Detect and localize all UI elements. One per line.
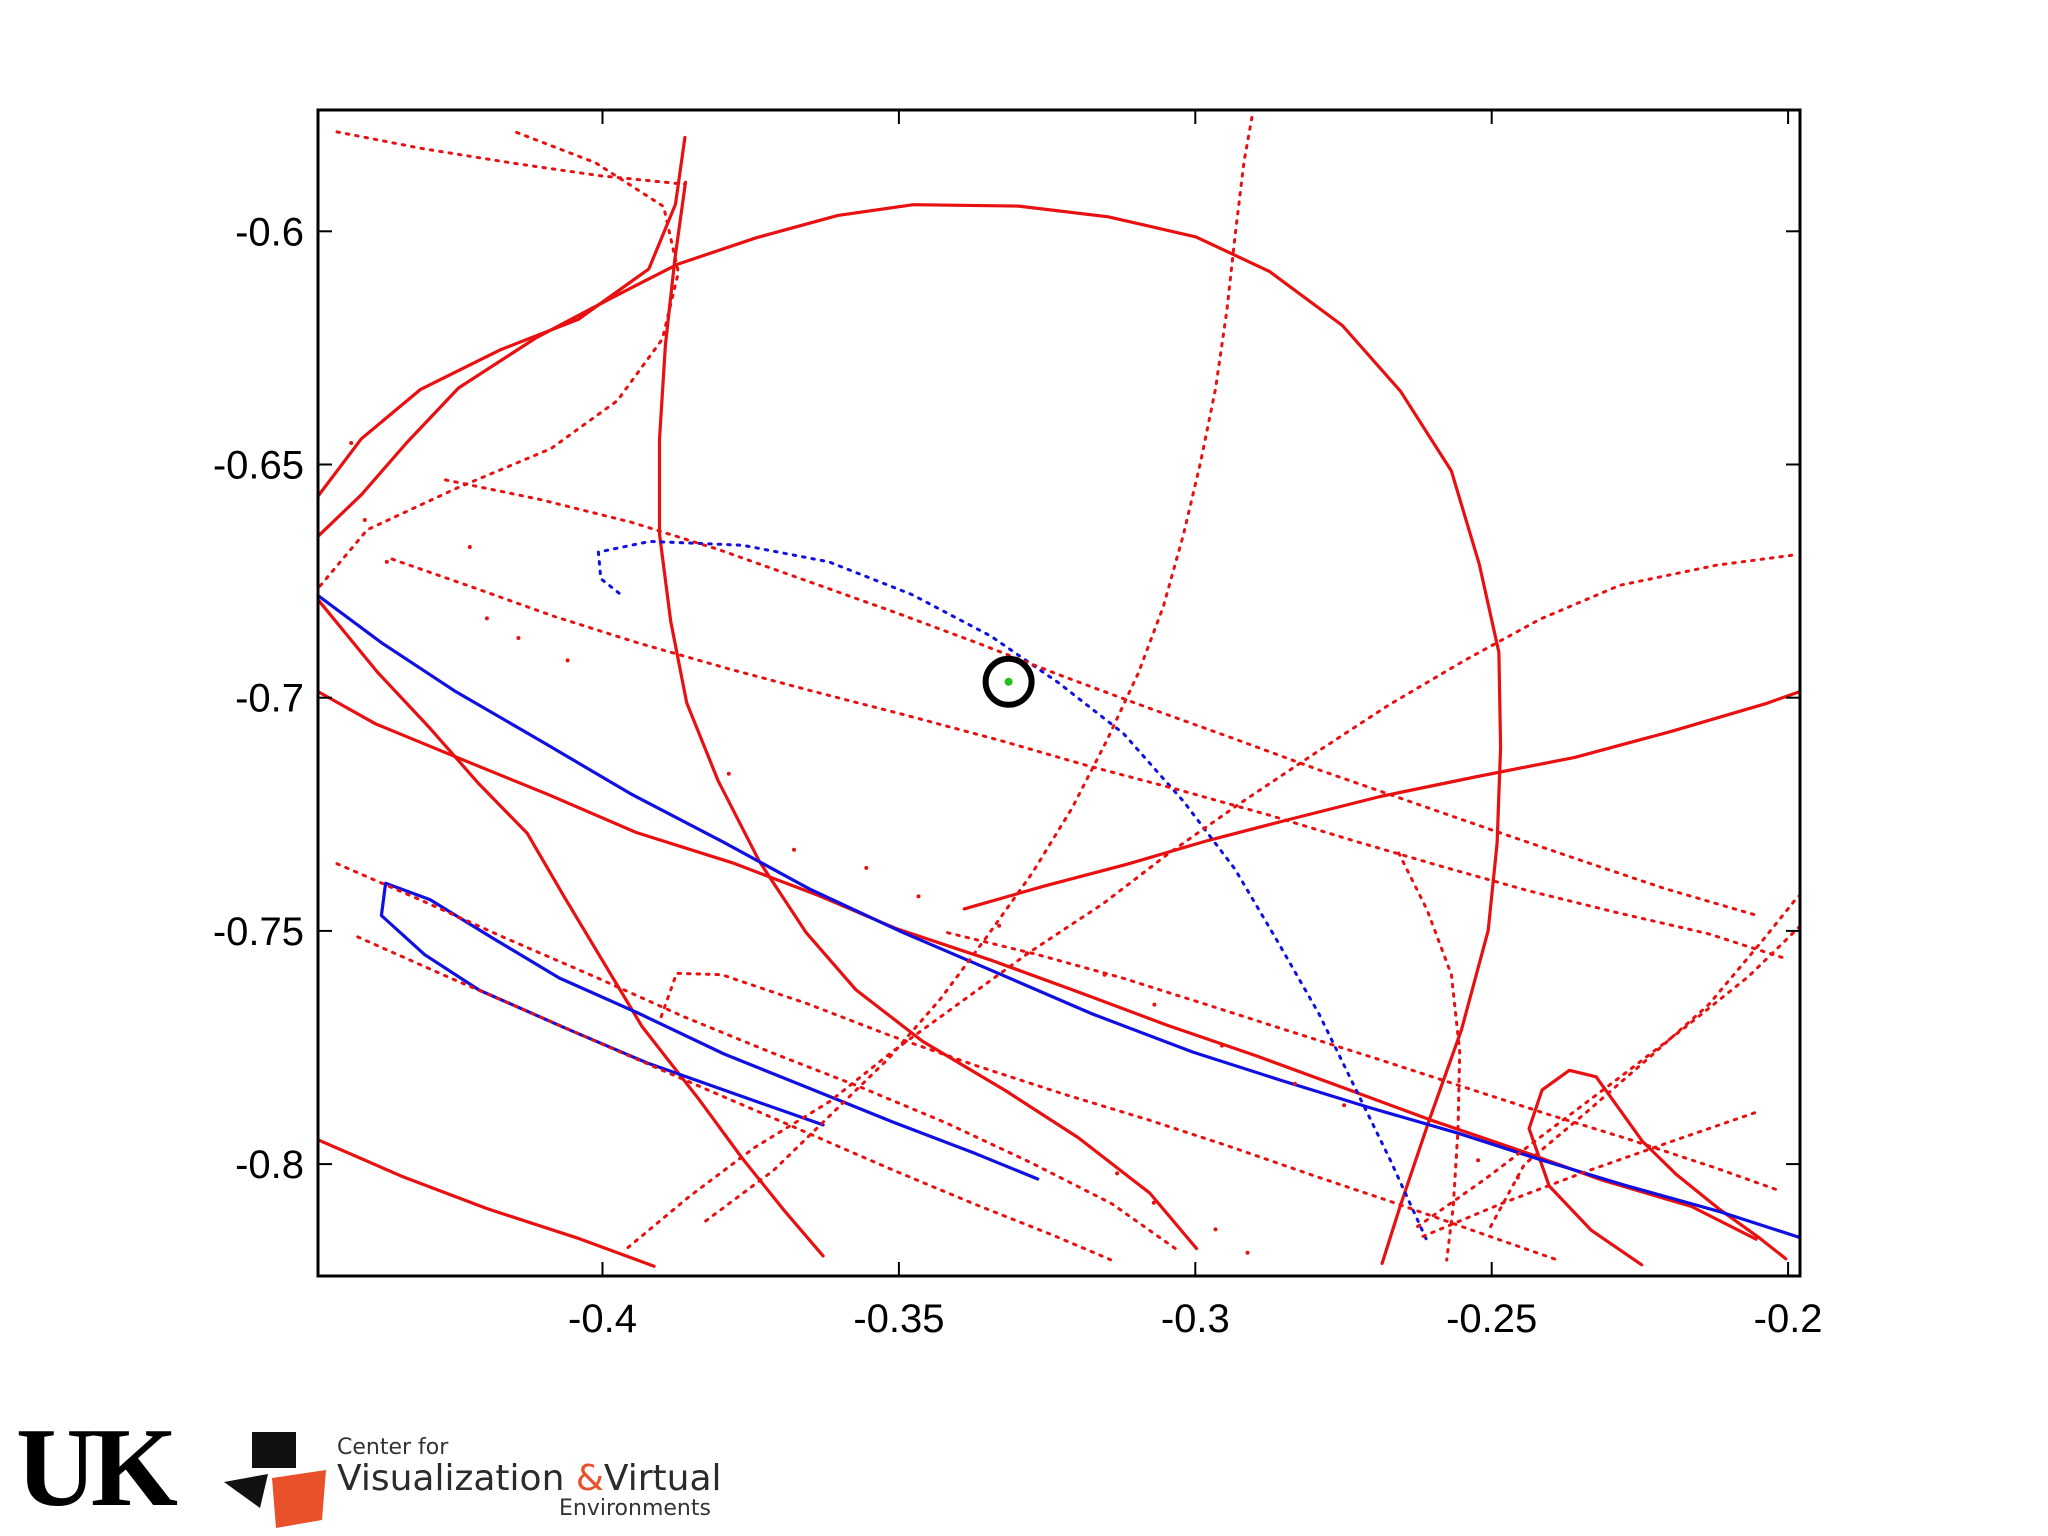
scatter-point-11 (916, 894, 921, 899)
scatter-point-15 (1152, 1002, 1157, 1007)
scatter-point-6 (516, 636, 521, 640)
series-red-1 (962, 689, 1800, 911)
cvve-line-visualization: Visualization &Virtual (337, 1460, 722, 1498)
scatter-point-5 (484, 616, 489, 621)
series-red-16 (626, 553, 1797, 1249)
scatter-point-4 (467, 545, 472, 549)
chart: -0.4 -0.35 -0.3 -0.25 -0.2 -0.6 -0.65 -0.7 -0.75… (213, 108, 1823, 1341)
series-blue-11 (596, 539, 1429, 1243)
scatter-point-21 (1115, 1171, 1120, 1176)
footer: UK Center for Visualization &Virtual Env… (0, 1400, 2048, 1536)
series-red-23 (1416, 923, 1800, 1229)
scatter-point-24 (1245, 1250, 1250, 1255)
scatter-point-18 (1342, 1103, 1347, 1108)
scatter-point-12 (997, 923, 1002, 928)
cvve-triangle-dark (224, 1474, 268, 1508)
series-red-22 (1489, 893, 1800, 1229)
y-tick-label: -0.6 (235, 210, 304, 254)
series-blue-9 (318, 593, 1800, 1240)
scatter-point-23 (1213, 1227, 1218, 1232)
y-tick-label: -0.8 (235, 1143, 304, 1187)
cvve-square-orange (272, 1470, 326, 1528)
cvve-word-virtual: Virtual (603, 1458, 722, 1499)
scatter-point-3 (384, 559, 389, 564)
scatter-point-2 (362, 518, 367, 522)
scatter-point-22 (1151, 1200, 1156, 1205)
plot-background (318, 110, 1800, 1276)
cvve-logo-mark-icon (224, 1432, 326, 1528)
scatter-point-17 (1292, 1081, 1297, 1086)
x-tick-label: -0.25 (1446, 1297, 1537, 1341)
y-tick-label: -0.65 (213, 444, 304, 488)
series-red-5 (657, 180, 1199, 1251)
scatter-point-20 (1515, 1175, 1520, 1180)
green-point (1004, 677, 1013, 686)
y-tick-label: -0.75 (213, 910, 304, 954)
series-red-4 (318, 135, 687, 498)
series-red-15 (356, 935, 1113, 1262)
series-red-6 (318, 689, 1758, 1241)
series-red-21 (1397, 851, 1462, 1262)
scatter-point-9 (792, 847, 796, 852)
series-red-2 (318, 598, 825, 1258)
y-tick-label: -0.7 (235, 677, 304, 721)
x-tick-label: -0.3 (1161, 1297, 1230, 1341)
series-layer (318, 110, 1800, 1268)
cvve-ampersand: & (575, 1458, 604, 1499)
series-red-25 (1421, 1110, 1758, 1238)
series-red-13 (390, 557, 1787, 960)
scatter-point-13 (1025, 951, 1029, 956)
series-red-18 (444, 478, 1756, 916)
cvve-line-environments: Environments (559, 1496, 711, 1521)
x-tick-label: -0.4 (568, 1297, 637, 1341)
highlight-circle-marker (982, 655, 1035, 708)
scatter-point-19 (1476, 1158, 1481, 1163)
series-red-24 (946, 931, 1781, 1193)
series-red-7 (318, 1138, 656, 1268)
scatter-point-1 (349, 441, 354, 445)
tick-layer: -0.4 -0.35 -0.3 -0.25 -0.2 -0.6 -0.65 -0.7 -0.75… (213, 110, 1823, 1341)
scatter-point-14 (1102, 972, 1107, 977)
scatter-point-16 (1220, 1043, 1224, 1048)
x-tick-label: -0.2 (1754, 1297, 1823, 1341)
marker-layer (982, 655, 1035, 708)
cvve-word-visualization: Visualization (337, 1458, 565, 1499)
series-red-14 (335, 862, 1182, 1254)
scatter-point-8 (726, 771, 731, 776)
cvve-line-center-for: Center for (337, 1435, 449, 1460)
cvve-logo-text: Center for Visualization &Virtual Enviro… (337, 1436, 722, 1520)
series-red-12 (704, 110, 1255, 1223)
series-red-17 (335, 130, 687, 186)
cvve-square-dark (252, 1432, 296, 1468)
scatter-point-7 (565, 658, 570, 663)
uk-logo: UK (16, 1406, 178, 1530)
series-red-20 (659, 971, 1561, 1263)
series-red-19 (318, 130, 680, 590)
scatter-point-10 (864, 865, 869, 870)
x-tick-label: -0.35 (853, 1297, 944, 1341)
plot-frame (316, 108, 1802, 1278)
